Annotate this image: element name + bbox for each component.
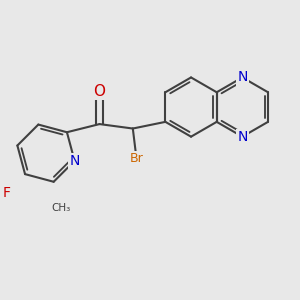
Text: N: N xyxy=(237,70,248,84)
Text: O: O xyxy=(94,84,106,99)
Text: F: F xyxy=(2,186,10,200)
Text: CH₃: CH₃ xyxy=(51,202,70,212)
Text: N: N xyxy=(237,130,248,144)
Text: Br: Br xyxy=(130,152,143,165)
Text: N: N xyxy=(69,154,80,168)
